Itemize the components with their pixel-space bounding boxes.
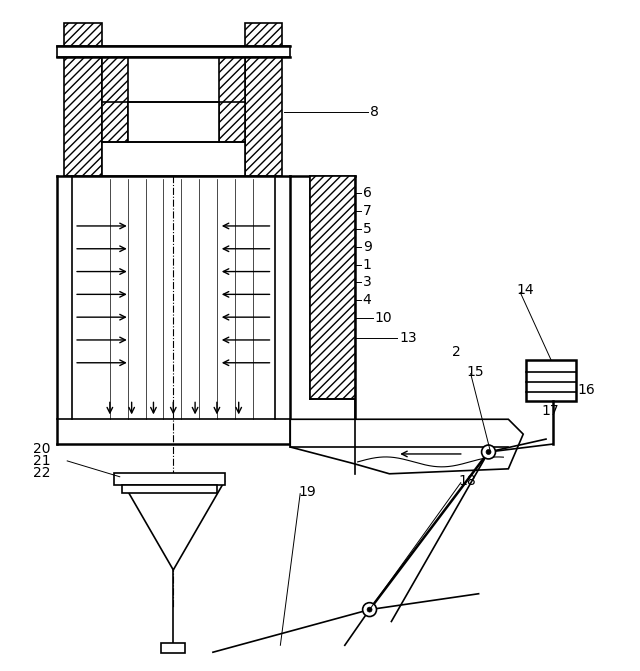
Bar [161, 643, 185, 653]
Text: 14: 14 [516, 283, 534, 297]
Text: 8: 8 [369, 105, 378, 119]
Text: 16: 16 [578, 382, 595, 397]
Bar [526, 360, 576, 401]
Text: 3: 3 [363, 276, 371, 289]
Circle shape [481, 445, 495, 459]
Circle shape [363, 603, 376, 617]
Text: 17: 17 [541, 405, 559, 418]
Text: 4: 4 [363, 293, 371, 307]
Circle shape [486, 450, 491, 454]
Text: 2: 2 [452, 345, 461, 359]
Bar [122, 484, 217, 493]
Text: 13: 13 [399, 331, 417, 345]
Bar [114, 473, 225, 484]
Text: 5: 5 [363, 222, 371, 236]
Text: 15: 15 [467, 364, 484, 378]
Text: 22: 22 [33, 466, 50, 480]
Bar [58, 46, 291, 58]
Bar [102, 58, 128, 142]
Text: 10: 10 [374, 311, 392, 325]
Text: 9: 9 [363, 240, 371, 254]
Bar [310, 176, 355, 399]
Text: 19: 19 [298, 484, 316, 499]
Bar [244, 23, 282, 176]
Text: 1: 1 [363, 258, 371, 272]
Bar [219, 58, 244, 142]
Text: 6: 6 [363, 187, 371, 200]
Bar [128, 102, 219, 142]
Text: 7: 7 [363, 204, 371, 218]
Circle shape [367, 607, 372, 612]
Bar [102, 58, 244, 176]
Bar [64, 23, 102, 176]
Text: 18: 18 [459, 474, 477, 488]
Text: 21: 21 [33, 454, 50, 468]
Polygon shape [291, 419, 524, 474]
Text: 20: 20 [33, 442, 50, 456]
Polygon shape [122, 480, 225, 570]
